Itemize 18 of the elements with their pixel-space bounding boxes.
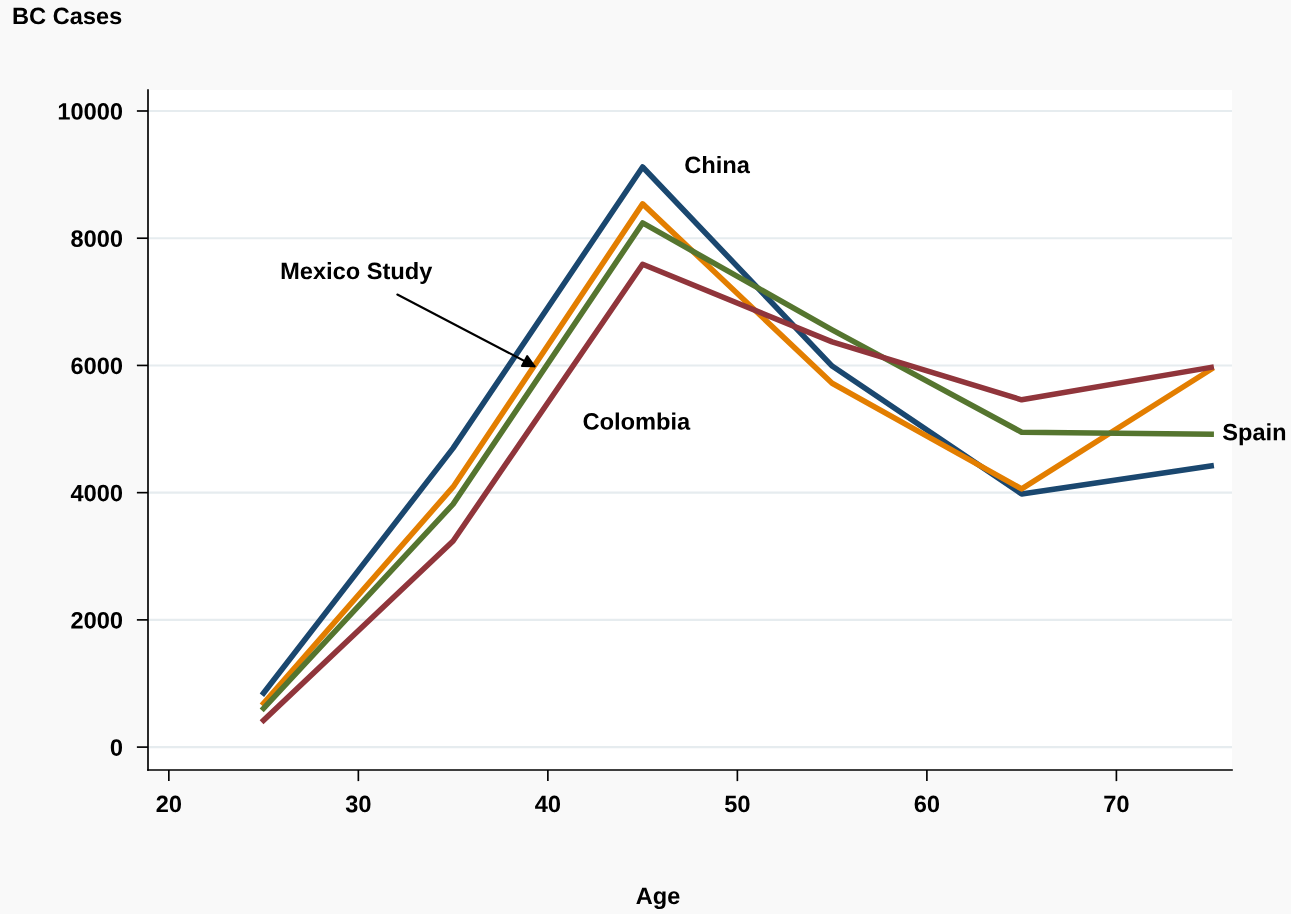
x-tick-label: 50 [724, 795, 750, 813]
x-tick-label: 40 [535, 795, 561, 813]
y-tick-label: 8000 [71, 230, 123, 247]
y-tick-label: 4000 [70, 484, 123, 502]
series-label: China [685, 155, 751, 174]
annotation: Mexico Study [281, 262, 433, 285]
x-tick-label: 20 [156, 795, 182, 813]
x-tick-label: 60 [914, 795, 940, 813]
x-tick-label: 70 [1104, 795, 1129, 813]
chart-title: BC Cases [13, 7, 122, 25]
y-tick-label: 10000 [58, 103, 123, 120]
series-label: Colombia [583, 412, 691, 430]
x-tick-label: 30 [345, 795, 371, 813]
y-tick-label: 6000 [71, 357, 123, 375]
x-axis-title: Age [636, 887, 680, 909]
series-label: Spain [1222, 423, 1286, 446]
y-tick-label: 0 [110, 739, 123, 756]
y-tick-label: 2000 [71, 611, 123, 629]
